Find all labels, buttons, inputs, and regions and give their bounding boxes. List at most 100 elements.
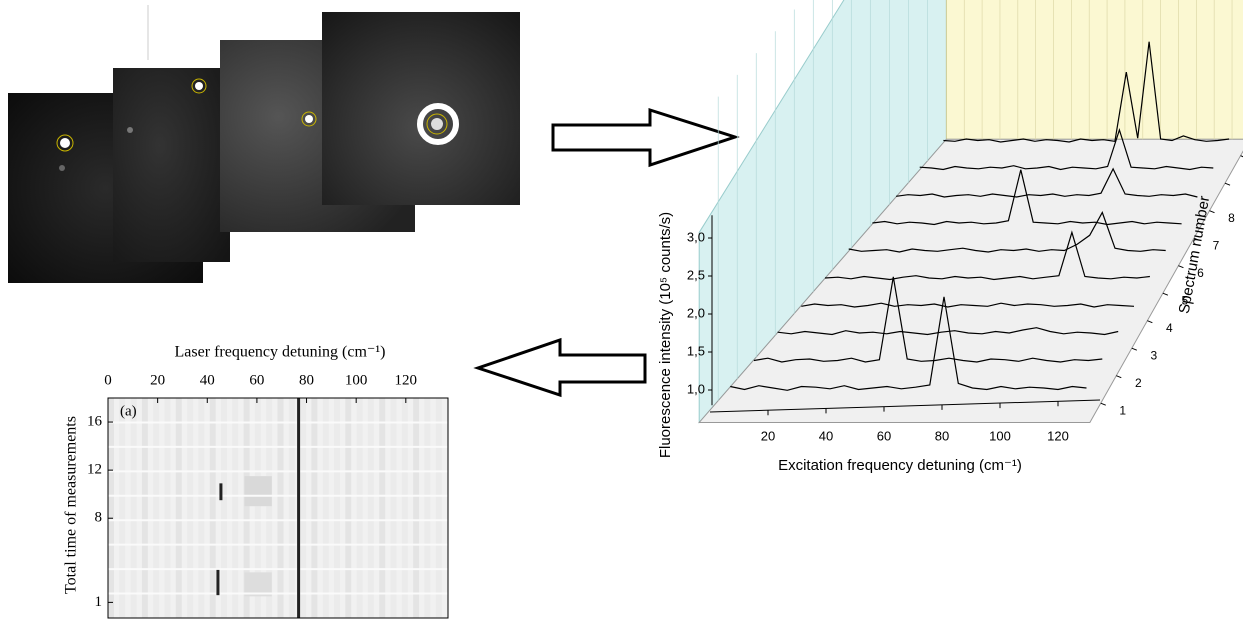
y-tick-label: 1,0 (687, 381, 705, 396)
annotation: (a) (120, 403, 137, 419)
spectrum-line (896, 167, 1198, 198)
shade-stripe (153, 398, 160, 618)
arrow-left (473, 337, 647, 398)
x-tick-label: 40 (819, 428, 833, 443)
y-axis-label: Fluorescence intensity (10⁵ counts/s) (657, 212, 674, 458)
back-wall (945, 0, 1243, 140)
marker (56, 134, 74, 152)
y-tick-label: 3,0 (687, 229, 705, 244)
shade-stripe (187, 398, 194, 618)
z-tick-label: 2 (1135, 376, 1142, 390)
shade-stripe (232, 398, 239, 618)
shade-stripe (108, 398, 114, 618)
z-tick (1240, 155, 1243, 158)
shade-stripe (379, 398, 386, 618)
shade-stripe (435, 398, 442, 618)
shade-stripe (367, 398, 374, 618)
shade-stripe (413, 398, 420, 618)
spot (305, 115, 313, 123)
shade-stripe (277, 398, 284, 618)
ring (417, 103, 459, 145)
floor (698, 138, 1243, 423)
x-tick-label: 80 (299, 372, 314, 388)
spectrum-line (919, 128, 1214, 171)
frame (113, 68, 230, 262)
y-tick-label: 1 (95, 594, 103, 610)
frame (322, 12, 520, 205)
shade-band (244, 572, 272, 597)
z-tick (1131, 347, 1138, 351)
y-tick-label: 2,0 (687, 305, 705, 320)
x-tick-label: 60 (249, 372, 264, 388)
peak-line (219, 483, 223, 501)
spot (60, 138, 70, 148)
shade-stripe (311, 398, 318, 618)
z-tick-label: 7 (1213, 238, 1220, 252)
z-tick (1162, 292, 1169, 296)
spectrum-line (730, 296, 1087, 391)
shade-stripe (119, 398, 126, 618)
x-tick-label: 20 (150, 372, 165, 388)
z-tick (1147, 320, 1153, 324)
y-tick-label: 1,5 (687, 343, 705, 358)
shade-stripe (164, 398, 171, 618)
z-tick (1193, 237, 1200, 241)
heatmap-chart: 0 20 40 60 80 100 120 1 8 12 16 Laser frequency det… (63, 344, 449, 619)
spectrum-line (824, 230, 1150, 281)
z-tick-label: 5 (1182, 293, 1189, 307)
plot-frame (107, 397, 449, 619)
z-tick-label: 4 (1166, 321, 1173, 335)
shade-stripe (390, 398, 397, 618)
spectrum-line (943, 41, 1230, 143)
x-tick-label: 40 (200, 372, 215, 388)
x-tick-label: 80 (935, 428, 949, 443)
peak-line (216, 569, 220, 596)
x-tick-label: 120 (395, 372, 418, 388)
y-tick-label: 2,5 (687, 267, 705, 282)
shade-stripe (334, 398, 340, 618)
shade-stripe (198, 398, 205, 618)
x-axis-label: Laser frequency detuning (cm⁻¹) (175, 344, 386, 361)
shade-band (244, 476, 272, 507)
marker (191, 78, 207, 94)
y-axis-label: Total time of measurements (63, 416, 80, 594)
arrow-right (551, 107, 740, 168)
spectrum-line (753, 276, 1103, 363)
x-tick-label: 60 (877, 428, 891, 443)
marker (301, 111, 317, 127)
x-tick-label: 20 (761, 428, 775, 443)
shade-stripe (141, 398, 148, 618)
z-tick-label: 8 (1228, 211, 1235, 225)
peak-line (297, 398, 301, 618)
spectrum-line (848, 211, 1166, 253)
shade-stripe (266, 398, 273, 618)
spectrum-line (777, 327, 1119, 336)
x-tick-label: 100 (345, 372, 368, 388)
shade-stripe (175, 398, 182, 618)
x-tick-label: 0 (104, 372, 112, 388)
z-tick (1100, 402, 1106, 406)
shade-stripe (130, 398, 137, 618)
y-tick-label: 8 (95, 510, 103, 526)
shade-stripe (322, 398, 329, 618)
y-tick-label: 12 (87, 462, 102, 478)
x-tick-label: 120 (1047, 428, 1069, 443)
z-tick-label: 6 (1197, 266, 1204, 280)
x-axis (709, 399, 1101, 413)
waterfall-chart: 1,0 1,5 2,0 2,5 3,0 20 40 60 80 100 120 Excitation … (657, 0, 1243, 474)
shade-stripe (300, 398, 307, 618)
shade-stripe (243, 398, 250, 618)
z-tick (1178, 265, 1184, 269)
z-tick (1224, 182, 1231, 186)
spot (195, 82, 203, 90)
shade-stripe (254, 398, 261, 618)
microscope-images (8, 5, 520, 283)
shade-stripe (424, 398, 431, 618)
z-tick-label: 1 (1119, 403, 1126, 417)
spectrum-line (801, 302, 1135, 308)
spot (59, 165, 65, 171)
x-axis-label: Excitation frequency detuning (cm⁻¹) (778, 457, 1022, 474)
shade-stripe (221, 398, 227, 618)
spectrum-line (872, 169, 1182, 226)
